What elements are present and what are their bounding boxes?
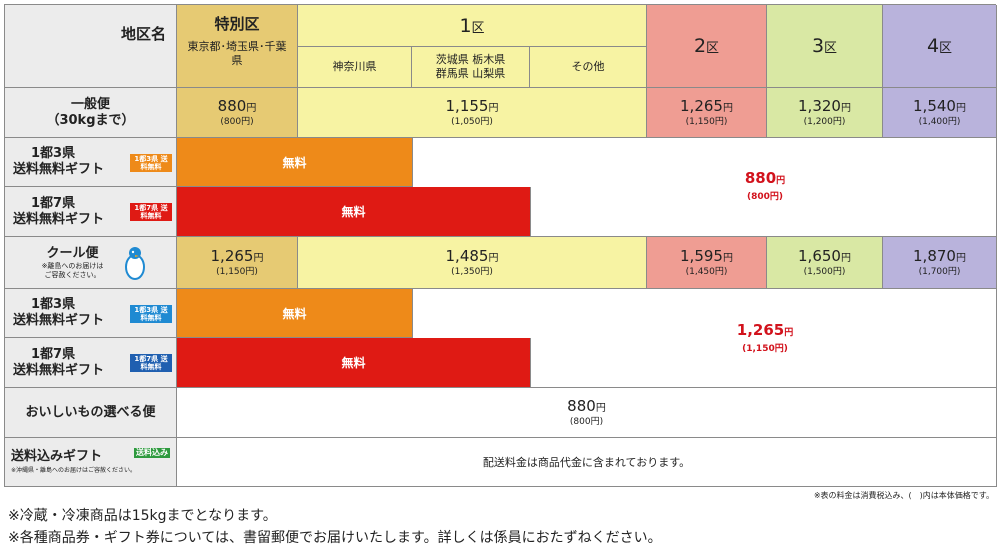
row-gift3-cool-label: 1都3県 送料無料ギフト 1都3県 送料無料 [5, 289, 177, 338]
cool-zone4-price: 1,870円 (1,700円) [883, 237, 997, 289]
general-zone2-price: 1,265円 (1,150円) [647, 88, 767, 138]
gift3-general-free: 無料 [177, 138, 412, 187]
header-zone2: 2区 [647, 5, 767, 88]
header-zone4: 4区 [883, 5, 997, 88]
gift7-cool-free: 無料 [177, 338, 530, 388]
general-gift-flat-price-lower [530, 187, 997, 237]
header-kanagawa: 神奈川県 [298, 47, 412, 88]
header-ibaraki: 茨城県 栃木県 群馬県 山梨県 [412, 47, 530, 88]
general-zone3-price: 1,320円 (1,200円) [767, 88, 883, 138]
row-gift7-cool-label: 1都7県 送料無料ギフト 1都7県 送料無料 [5, 338, 177, 388]
row-included-label: 送料込みギフト ※沖縄県・離島へのお届けはご容赦ください。 送料込み [5, 438, 177, 487]
shipping-rate-table: 地区名 特別区 東京都･埼玉県･千葉県 1区 2区 3区 4区 神奈川県 茨城県… [4, 4, 997, 487]
oishii-price: 880円 (800円) [177, 388, 997, 438]
row-gift3-general-label: 1都3県 送料無料ギフト 1都3県 送料無料 [5, 138, 177, 187]
gift7-cool-badge: 1都7県 送料無料 [130, 354, 172, 372]
header-region-label: 地区名 [5, 5, 177, 88]
header-zone1: 1区 [298, 5, 647, 47]
included-badge: 送料込み [134, 448, 170, 458]
row-cool-label: クール便 ※離島へのお届けは ご容赦ください。 [5, 237, 177, 289]
cool-special-price: 1,265円 (1,150円) [177, 237, 298, 289]
tax-footnote: ※表の料金は消費税込み、( )内は本体価格です。 [813, 491, 994, 500]
header-zone3: 3区 [767, 5, 883, 88]
general-gift-flat-price [412, 138, 997, 187]
header-other: その他 [530, 47, 647, 88]
general-zone4-price: 1,540円 (1,400円) [883, 88, 997, 138]
included-text: 配送料金は商品代金に含まれております。 [177, 438, 997, 487]
cool-zone3-price: 1,650円 (1,500円) [767, 237, 883, 289]
general-special-price: 880円 (800円) [177, 88, 298, 138]
row-gift7-general-label: 1都7県 送料無料ギフト 1都7県 送料無料 [5, 187, 177, 237]
general-flat-price-label: 880円 (800円) [744, 169, 786, 202]
gift3-badge: 1都3県 送料無料 [130, 154, 172, 172]
gift7-badge: 1都7県 送料無料 [130, 203, 172, 221]
penguin-icon [125, 247, 145, 280]
note-gift-cards: ※各種商品券・ギフト券については、書留郵便でお届けいたします。詳しくは係員におた… [8, 530, 662, 546]
cool-gift-flat-area [412, 289, 997, 338]
cool-zone1-price: 1,485円 (1,350円) [298, 237, 647, 289]
row-general-label: 一般便 （30kgまで） [5, 88, 177, 138]
gift3-cool-free: 無料 [177, 289, 412, 338]
gift7-general-free: 無料 [177, 187, 530, 237]
gift3-cool-badge: 1都3県 送料無料 [130, 305, 172, 323]
general-zone1-price: 1,155円 (1,050円) [298, 88, 647, 138]
cool-zone2-price: 1,595円 (1,450円) [647, 237, 767, 289]
cool-gift-flat-area-lower [530, 338, 997, 388]
special-prefs: 東京都･埼玉県･千葉県 [187, 40, 287, 67]
header-special-zone: 特別区 東京都･埼玉県･千葉県 [177, 5, 298, 88]
row-oishii-label: おいしいもの選べる便 [5, 388, 177, 438]
cool-flat-price-label: 1,265円 (1,150円) [736, 321, 794, 354]
note-chilled: ※冷蔵・冷凍商品は15kgまでとなります。 [8, 508, 277, 524]
